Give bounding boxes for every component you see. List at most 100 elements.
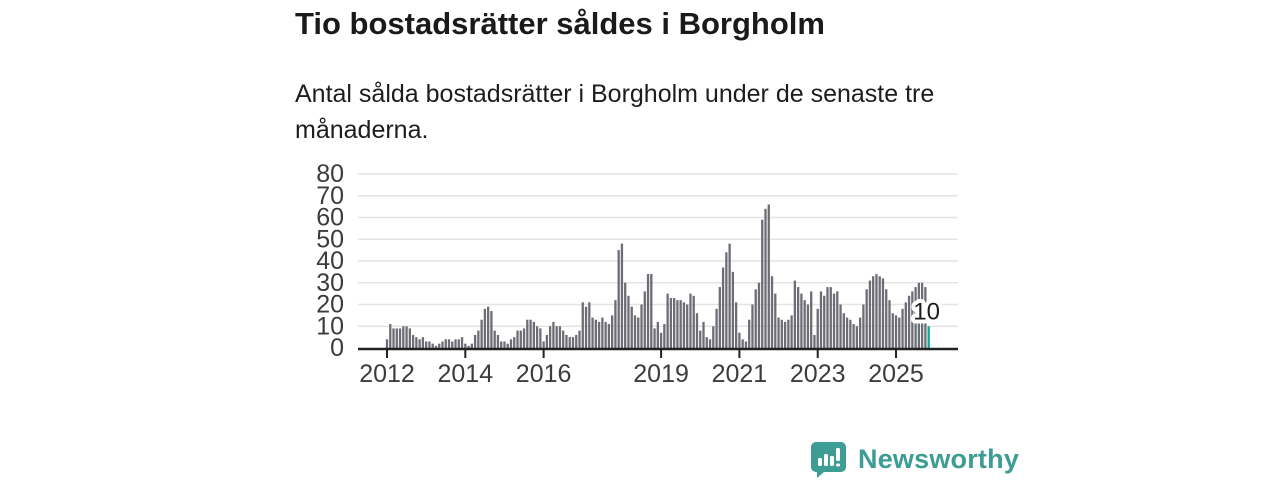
bar [480, 319, 483, 348]
bar [741, 339, 744, 348]
bar [467, 345, 470, 348]
bar [767, 204, 770, 348]
bar [431, 343, 434, 348]
bar [575, 334, 578, 348]
brand-logo: Newsworthy [810, 440, 1019, 478]
bar [875, 274, 878, 348]
bar [836, 291, 839, 348]
bar [627, 295, 630, 348]
bar [601, 317, 604, 348]
bar [604, 321, 607, 348]
bar [555, 326, 558, 348]
bar [470, 343, 473, 348]
bar [535, 326, 539, 348]
bar [764, 208, 767, 348]
bar [816, 308, 819, 348]
bar [418, 339, 421, 348]
bar [907, 295, 911, 348]
bar [483, 308, 487, 348]
bar [405, 326, 408, 348]
bar [610, 315, 614, 348]
bar [842, 313, 845, 348]
bar [862, 304, 865, 348]
bar [620, 243, 624, 348]
bar [659, 332, 663, 348]
bar [891, 313, 894, 348]
bar [637, 317, 640, 348]
bar [653, 328, 656, 348]
x-tick-label: 2012 [359, 360, 415, 388]
bar [849, 319, 852, 348]
x-tick-label: 2025 [868, 360, 924, 388]
bar [898, 317, 901, 348]
y-tick-label: 50 [316, 225, 344, 253]
bar [748, 319, 751, 348]
bar [721, 267, 725, 348]
bar [522, 328, 526, 348]
highlighted-bar [927, 326, 930, 348]
bar [787, 319, 790, 348]
bar [614, 300, 617, 348]
bar [689, 293, 692, 348]
bar [872, 276, 875, 348]
bar [682, 302, 686, 348]
bar [924, 287, 927, 348]
bar [643, 291, 646, 348]
brand-name: Newsworthy [858, 443, 1020, 474]
bar [539, 328, 542, 348]
bar [813, 334, 816, 348]
bar [398, 328, 402, 348]
bar [810, 291, 813, 348]
bar [888, 300, 891, 348]
newsworthy-icon [811, 442, 846, 478]
bar [532, 321, 535, 348]
bar [656, 321, 659, 348]
bar [411, 334, 415, 348]
bar [454, 339, 457, 348]
bar [917, 282, 921, 348]
bar [591, 317, 594, 348]
bar [402, 326, 405, 348]
bar [712, 326, 715, 348]
bar [803, 300, 806, 348]
x-tick-label: 2023 [790, 360, 846, 388]
y-tick-label: 0 [330, 334, 344, 362]
highlight-value-label: 10 [913, 298, 940, 325]
bar [633, 315, 637, 348]
y-tick-label: 30 [316, 269, 344, 297]
bar [885, 289, 888, 348]
bar [477, 330, 480, 348]
bar [451, 341, 454, 348]
bar [500, 341, 503, 348]
bar [699, 330, 702, 348]
bar [852, 324, 855, 348]
bar [780, 319, 783, 348]
bar [503, 341, 506, 348]
bar [806, 304, 810, 348]
bar [692, 295, 695, 348]
bar [581, 302, 584, 348]
bar [761, 219, 764, 348]
bar [529, 319, 532, 348]
bar [718, 287, 721, 348]
bar [832, 293, 836, 348]
bar [705, 337, 708, 348]
bar [395, 328, 398, 348]
bar [751, 304, 754, 348]
x-tick-label: 2016 [516, 360, 572, 388]
bar [506, 343, 509, 348]
bar [881, 278, 885, 348]
bar [754, 289, 757, 348]
bar [447, 339, 451, 348]
bar [663, 324, 666, 348]
bar [868, 280, 872, 348]
bar [421, 337, 425, 348]
bar [562, 330, 565, 348]
bar [444, 339, 447, 348]
chart-subtitle: Antal sålda bostadsrätter i Borgholm und… [295, 80, 935, 144]
bar [464, 343, 467, 348]
bar [434, 345, 438, 348]
bar [624, 282, 627, 348]
bar [568, 337, 571, 348]
